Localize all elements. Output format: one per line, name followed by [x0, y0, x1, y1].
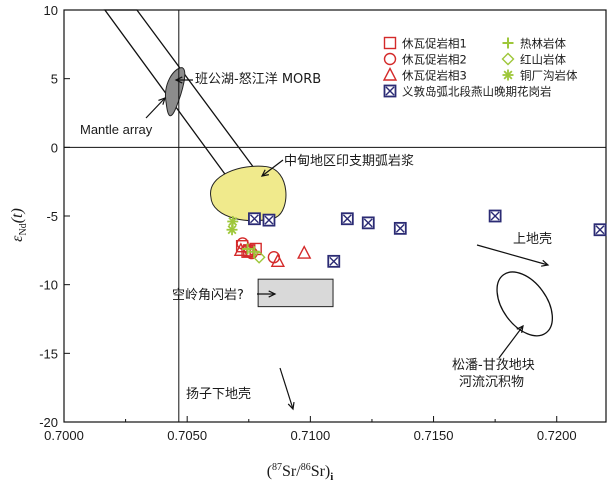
- x-tick-label: 0.7000: [44, 428, 84, 443]
- x-tick-label: 0.7100: [290, 428, 330, 443]
- kongling-label: 空岭角闪岩?: [172, 288, 244, 303]
- legend-marker-diamond: [501, 52, 515, 66]
- legend-label: 休瓦促岩相2: [402, 53, 467, 67]
- y-tick-label: -10: [39, 278, 58, 293]
- arc-magma-arrow: [260, 159, 284, 177]
- data-point-plus: [248, 246, 260, 258]
- legend-label: 休瓦促岩相1: [402, 37, 467, 51]
- legend-label: 热林岩体: [520, 37, 566, 51]
- legend-item: 休瓦促岩相1: [383, 36, 467, 51]
- legend-marker-plus: [502, 37, 514, 49]
- songpan-field: [496, 271, 554, 337]
- lower-crust-arrow: [279, 367, 295, 411]
- x-axis-label: (87Sr/86Sr)i: [267, 462, 334, 483]
- reference-lines: [64, 10, 606, 422]
- arc-magma-field: [210, 165, 287, 222]
- data-point-asterisk: [226, 224, 238, 236]
- y-tick-label: 10: [44, 3, 58, 18]
- data-point-boxx: [262, 213, 276, 227]
- upper-crust-label: 上地壳: [513, 232, 552, 247]
- yangtze-lower-crust-label: 扬子下地壳: [186, 387, 251, 402]
- y-tick-label: 5: [51, 72, 58, 87]
- legend-item: 铜厂沟岩体: [502, 69, 578, 83]
- data-point-boxx: [593, 223, 607, 237]
- data-points: [226, 209, 607, 268]
- legend-marker-circle: [383, 52, 397, 66]
- data-point-boxx: [488, 209, 502, 223]
- data-point-boxx: [248, 212, 261, 226]
- legend-label: 义敦岛弧北段燕山晚期花岗岩: [402, 85, 552, 99]
- data-point-triangle: [297, 245, 312, 259]
- y-tick-label: -15: [39, 346, 58, 361]
- y-tick-label: 0: [51, 140, 58, 155]
- mantle-array-region: [103, 9, 271, 190]
- data-point-triangle: [270, 253, 285, 268]
- legend-marker-boxx: [383, 84, 397, 98]
- legend-item: 休瓦促岩相3: [382, 66, 467, 83]
- data-point-boxx: [393, 221, 407, 235]
- kongling-arrow: [257, 290, 277, 298]
- songpan-arrow: [498, 324, 524, 359]
- y-tick-label: -20: [39, 415, 58, 430]
- songpan-label: 松潘-甘孜地块: [452, 358, 535, 373]
- legend-label: 休瓦促岩相3: [402, 69, 467, 83]
- mantle-array-arrow: [145, 96, 166, 119]
- legend-item: 热林岩体: [502, 37, 566, 51]
- upper-crust-arrow: [476, 244, 550, 267]
- legend-marker-square: [383, 36, 397, 50]
- legend: 休瓦促岩相1 休瓦促岩相2 休瓦促岩相3 热林岩体红山岩体铜厂沟岩体义敦岛弧北段燕山晚…: [382, 36, 578, 99]
- morb-field: [165, 67, 186, 117]
- axes: 0.7000 0.7050 0.7100 0.7150 0.7200 10 5 0 -5 -10 -…: [39, 3, 607, 443]
- x-tick-label: 0.7200: [537, 428, 577, 443]
- legend-marker-triangle: [382, 66, 398, 81]
- mantle-array-label: Mantle array: [80, 122, 153, 137]
- legend-label: 红山岩体: [520, 53, 566, 67]
- kongling-field: [257, 278, 334, 308]
- data-point-plus: [242, 243, 254, 255]
- data-point-boxx: [340, 212, 354, 226]
- morb-arrow: [174, 76, 193, 84]
- legend-item: 休瓦促岩相2: [383, 52, 467, 67]
- arc-magma-label: 中甸地区印支期弧岩浆: [284, 154, 414, 169]
- x-tick-label: 0.7150: [414, 428, 454, 443]
- legend-label: 铜厂沟岩体: [520, 69, 578, 83]
- river-sediment-label: 河流沉积物: [459, 375, 524, 390]
- legend-item: 义敦岛弧北段燕山晚期花岗岩: [383, 84, 552, 99]
- reference-regions: [103, 9, 554, 337]
- y-axis-label: εNd(t): [9, 208, 29, 242]
- data-point-boxx: [361, 216, 375, 230]
- y-tick-label: -5: [46, 209, 58, 224]
- morb-label: 班公湖-怒江洋 MORB: [195, 72, 321, 87]
- legend-item: 红山岩体: [501, 52, 566, 67]
- x-tick-label: 0.7050: [167, 428, 207, 443]
- data-point-boxx: [327, 254, 341, 268]
- legend-marker-asterisk: [502, 69, 514, 81]
- data-point-diamond: [252, 250, 266, 264]
